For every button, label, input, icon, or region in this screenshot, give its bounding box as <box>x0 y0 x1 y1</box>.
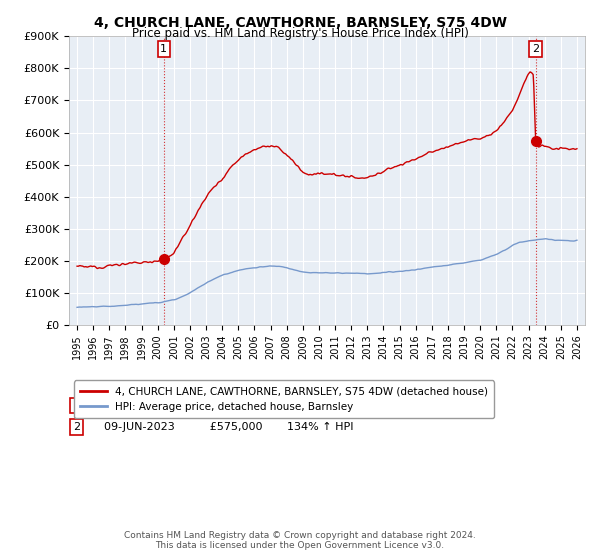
Text: 2: 2 <box>73 422 80 432</box>
Text: 09-JUN-2023          £575,000       134% ↑ HPI: 09-JUN-2023 £575,000 134% ↑ HPI <box>97 422 354 432</box>
Text: Price paid vs. HM Land Registry's House Price Index (HPI): Price paid vs. HM Land Registry's House … <box>131 27 469 40</box>
Text: 1: 1 <box>160 44 167 54</box>
Text: 4, CHURCH LANE, CAWTHORNE, BARNSLEY, S75 4DW: 4, CHURCH LANE, CAWTHORNE, BARNSLEY, S75… <box>94 16 506 30</box>
Text: Contains HM Land Registry data © Crown copyright and database right 2024.
This d: Contains HM Land Registry data © Crown c… <box>124 530 476 550</box>
Text: 1: 1 <box>73 400 80 410</box>
Legend: 4, CHURCH LANE, CAWTHORNE, BARNSLEY, S75 4DW (detached house), HPI: Average pric: 4, CHURCH LANE, CAWTHORNE, BARNSLEY, S75… <box>74 380 494 418</box>
Text: 2: 2 <box>532 44 539 54</box>
Text: 18-MAY-2000          £205,000       205% ↑ HPI: 18-MAY-2000 £205,000 205% ↑ HPI <box>97 400 355 410</box>
